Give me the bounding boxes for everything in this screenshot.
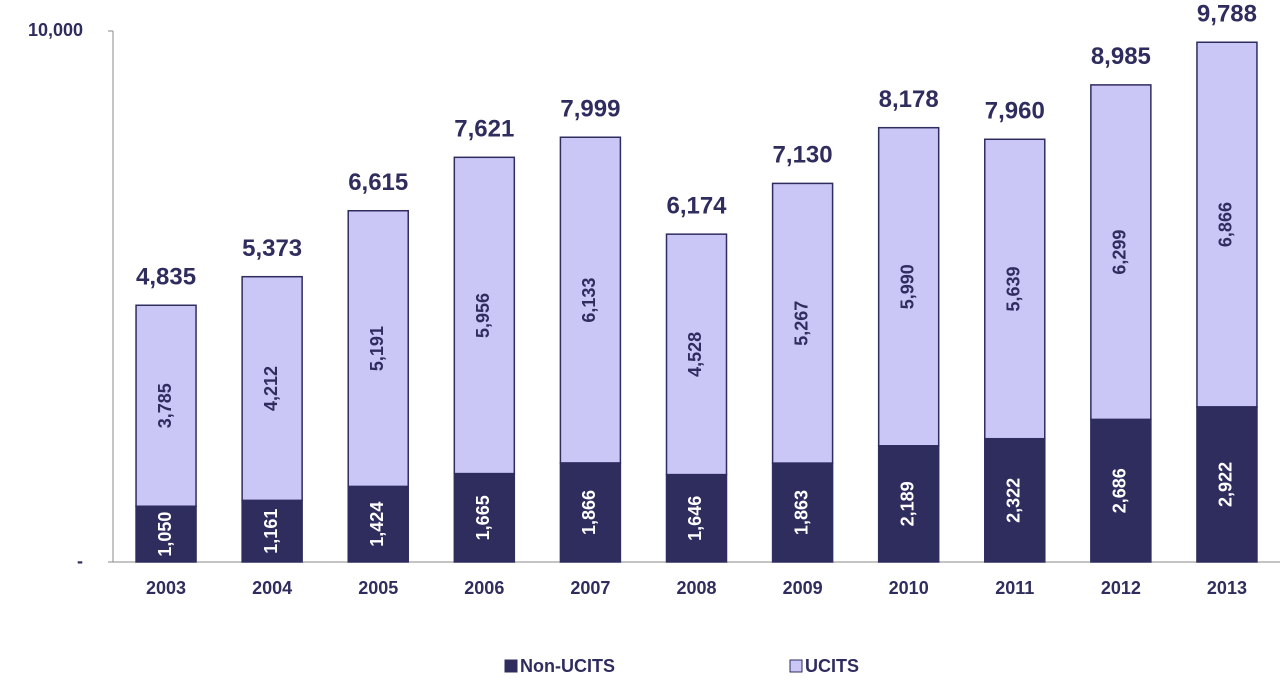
bar-segment: [1196, 406, 1258, 563]
total-label: 7,999: [560, 96, 620, 123]
segment-label: 2,322: [1004, 478, 1024, 523]
bar-segment: [453, 156, 516, 475]
bar-segment: [1090, 418, 1152, 563]
segment-label: 6,866: [1216, 202, 1236, 247]
total-label: 8,985: [1091, 43, 1151, 70]
segment-label: 4,528: [685, 332, 705, 377]
bar-segment: [347, 209, 409, 488]
x-tick-label: 2006: [464, 578, 504, 598]
bar-segment: [559, 462, 622, 563]
total-label: 7,960: [985, 98, 1045, 125]
bar-segment: [984, 138, 1046, 440]
bar-segment: [665, 473, 728, 563]
bar-segment: [453, 472, 516, 563]
y-tick-label: 10,000: [28, 20, 83, 40]
x-tick-label: 2003: [146, 578, 186, 598]
legend-swatch: [504, 659, 518, 673]
legend-swatch: [789, 659, 803, 673]
segment-label: 2,686: [1110, 468, 1130, 513]
total-label: 8,178: [879, 86, 939, 113]
x-tick-label: 2005: [358, 578, 398, 598]
x-tick-label: 2007: [570, 578, 610, 598]
x-tick-label: 2009: [783, 578, 823, 598]
x-tick-label: 2004: [252, 578, 292, 598]
segment-label: 1,646: [685, 496, 705, 541]
segment-label: 1,866: [579, 490, 599, 535]
x-tick-label: 2011: [995, 578, 1034, 598]
segment-label: 1,050: [155, 512, 175, 557]
segment-label: 5,191: [367, 326, 387, 371]
x-tick-label: 2013: [1207, 578, 1247, 598]
bar-segment: [1090, 84, 1152, 421]
segment-label: 5,639: [1004, 266, 1024, 311]
segment-label: 1,424: [367, 502, 387, 547]
legend-label: Non-UCITS: [520, 656, 615, 676]
segment-label: 6,299: [1110, 230, 1130, 275]
bar-segment: [559, 136, 622, 464]
bar-segment: [347, 485, 409, 563]
bar-segment: [877, 126, 940, 447]
total-label: 7,130: [773, 142, 833, 169]
bar-segment: [877, 445, 940, 563]
bar-segment: [771, 462, 834, 563]
total-label: 6,174: [666, 193, 727, 220]
bar-segment: [1196, 41, 1258, 408]
total-label: 4,835: [136, 264, 196, 291]
total-label: 5,373: [242, 235, 302, 262]
bar-segment: [984, 437, 1046, 563]
segment-label: 4,212: [261, 366, 281, 411]
segment-label: 1,665: [473, 495, 493, 540]
bar-segment: [771, 182, 834, 464]
bar-segment: [241, 275, 303, 502]
segment-label: 2,189: [897, 481, 917, 526]
x-tick-label: 2010: [889, 578, 929, 598]
x-tick-label: 2012: [1101, 578, 1141, 598]
segment-label: 5,267: [791, 301, 811, 346]
segment-label: 1,863: [791, 490, 811, 535]
y-tick-label: -: [77, 551, 83, 571]
segment-label: 6,133: [579, 278, 599, 323]
bar-segment: [135, 505, 197, 563]
segment-label: 5,956: [473, 293, 493, 338]
segment-label: 2,922: [1216, 462, 1236, 507]
bar-segment: [665, 233, 728, 476]
total-label: 9,788: [1197, 1, 1257, 28]
segment-label: 1,161: [261, 509, 281, 554]
total-label: 6,615: [348, 169, 408, 196]
x-tick-label: 2008: [676, 578, 716, 598]
segment-label: 3,785: [155, 383, 175, 428]
total-label: 7,621: [454, 116, 514, 143]
legend-label: UCITS: [805, 656, 859, 676]
bar-segment: [135, 304, 197, 507]
segment-label: 5,990: [897, 264, 917, 309]
